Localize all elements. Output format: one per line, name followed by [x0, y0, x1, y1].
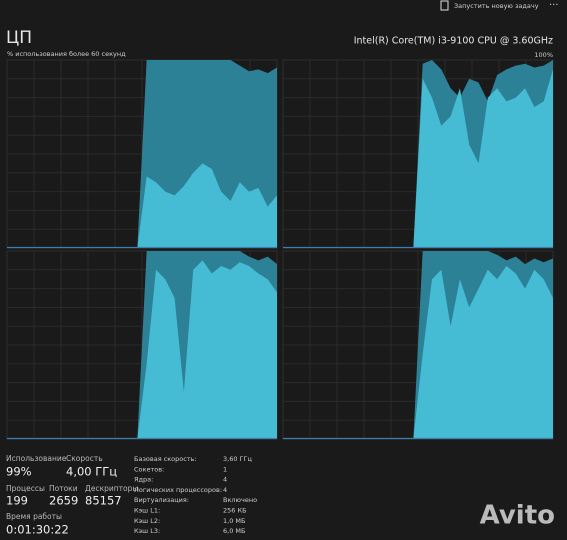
detail-value: 1 [223, 465, 227, 473]
detail-value: Включено [223, 496, 257, 504]
watermark: Avito [480, 501, 555, 531]
detail-value: 1,0 МБ [223, 517, 245, 525]
detail-label: Кэш L3: [134, 527, 160, 535]
core-graph [6, 250, 278, 440]
run-task-label: Запустить новую задачу [454, 2, 539, 10]
core-graph [282, 59, 554, 249]
stat-value: 199 [6, 494, 28, 508]
stat-value: 85157 [85, 494, 122, 508]
run-task-button[interactable]: Запустить новую задачу [440, 0, 539, 11]
stat-value: 0:01:30:22 [6, 523, 69, 537]
stat-label: Время работы [6, 512, 62, 521]
stat-label: Дескрипторы [85, 484, 138, 493]
cpu-name: Intel(R) Core(TM) i3-9100 CPU @ 3.60GHz [354, 36, 553, 47]
detail-label: Базовая скорость: [134, 455, 197, 463]
stat-label: Использование [6, 454, 67, 463]
task-icon [440, 0, 449, 11]
page-title: ЦП [6, 28, 32, 48]
detail-label: Кэш L1: [134, 507, 160, 515]
stats: Использование 99% Скорость 4,00 ГГц Проц… [6, 454, 138, 537]
kernel-area [283, 266, 553, 439]
kernel-area [7, 260, 277, 439]
more-button[interactable]: ··· [549, 0, 559, 11]
core-graph [6, 59, 278, 249]
stat-label: Процессы [6, 484, 45, 493]
detail-value: 256 КБ [223, 507, 247, 515]
stat-label: Потоки [49, 484, 78, 493]
detail-label: Кэш L2: [134, 517, 160, 525]
stat-value: 2659 [49, 494, 78, 508]
detail-value: 6,0 МБ [223, 527, 245, 535]
detail-value: 4 [223, 476, 227, 484]
detail-label: Виртуализация: [134, 496, 189, 504]
graph-max-label: 100% [534, 51, 553, 59]
stat-label: Скорость [66, 454, 103, 463]
stat-value: 99% [6, 465, 32, 479]
stat-value: 4,00 ГГц [66, 465, 117, 479]
graph-subtitle: % использования более 60 секунд [7, 50, 126, 58]
detail-label: Сокетов: [134, 465, 164, 473]
detail-value: 3,60 ГГц [223, 455, 252, 463]
core-graph [282, 250, 554, 440]
kernel-area [7, 163, 277, 248]
detail-label: Ядра: [134, 476, 153, 484]
detail-label: Логических процессоров: [134, 486, 222, 494]
detail-value: 4 [223, 486, 227, 494]
kernel-area [283, 69, 553, 249]
